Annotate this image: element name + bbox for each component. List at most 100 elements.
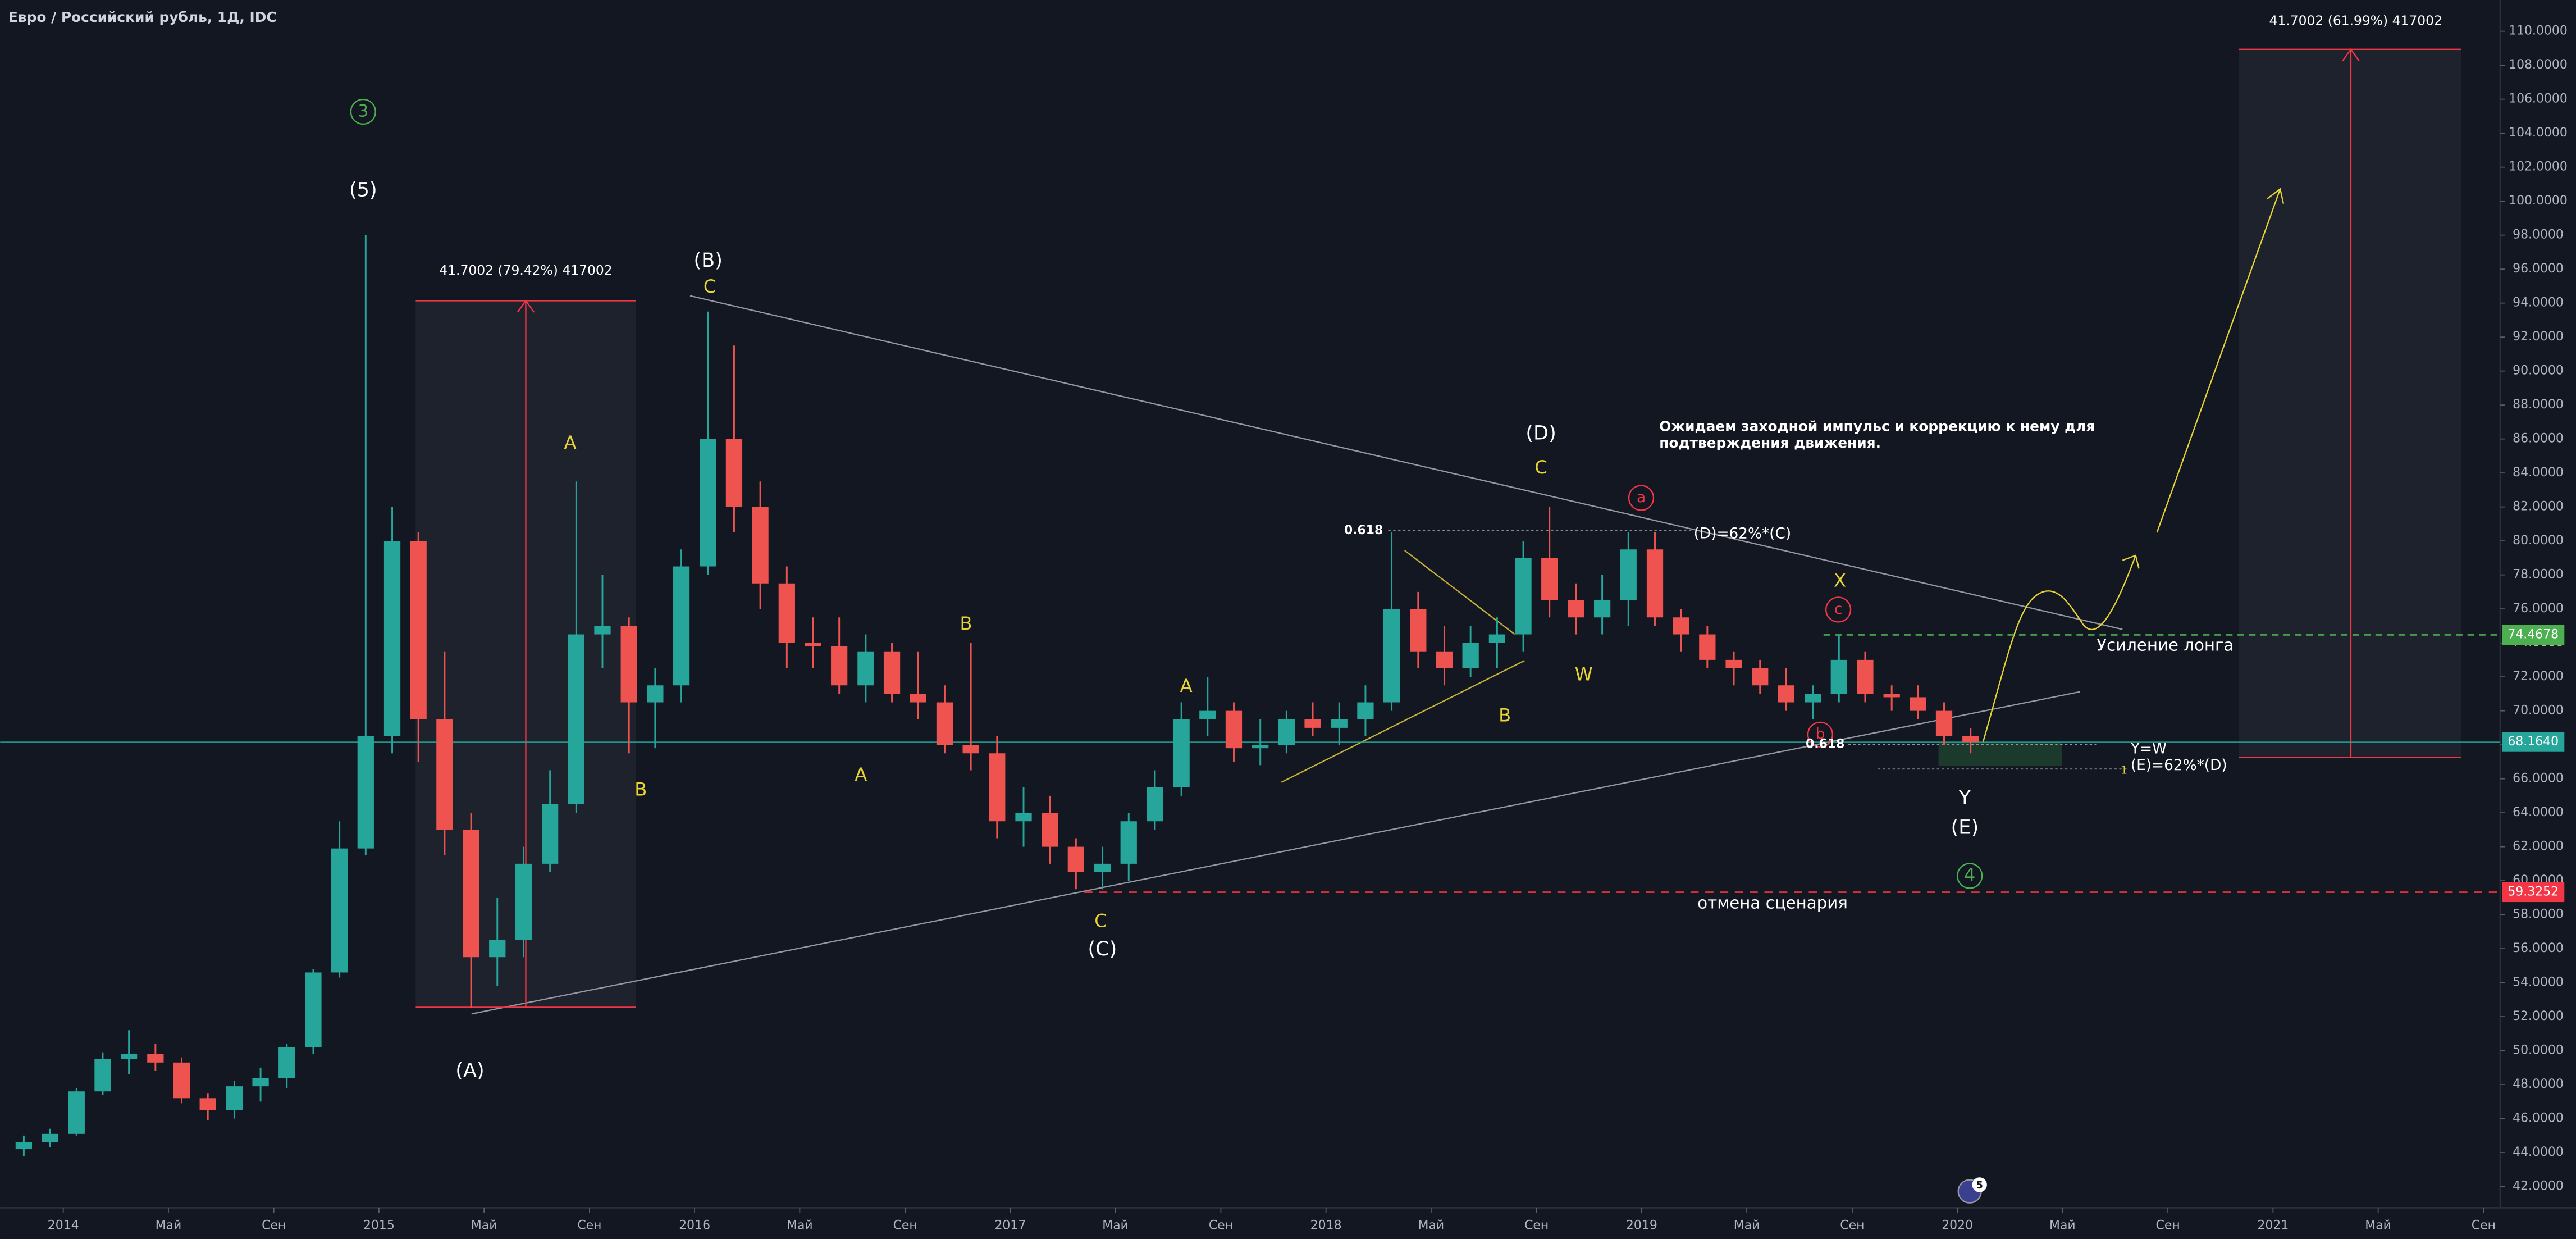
wave-label: A: [564, 432, 576, 453]
x-tick-label: Май: [1102, 1219, 1129, 1233]
candle-body: [1304, 719, 1321, 728]
candle-body: [542, 804, 559, 864]
wave-label: c: [1834, 601, 1842, 618]
candle-body: [936, 702, 953, 745]
label-circle: [1957, 863, 1983, 889]
candle-body: [1120, 821, 1137, 864]
y-tick-label: 94.0000: [2513, 296, 2564, 310]
wave-label: 4: [1964, 864, 1975, 885]
y-tick-label: 104.0000: [2509, 126, 2568, 140]
wave-label: A: [1180, 675, 1193, 696]
candle-body: [147, 1054, 164, 1063]
wave-label: B: [1499, 705, 1511, 726]
y-tick-label: 52.0000: [2513, 1009, 2564, 1023]
y-tick-label: 96.0000: [2513, 262, 2564, 276]
wave-label: (C): [1088, 937, 1117, 960]
wave-label: (B): [693, 249, 722, 272]
wave-label: (E): [1951, 816, 1979, 839]
wave-label: отмена сценария: [1697, 894, 1848, 913]
label-circle: [1825, 596, 1852, 623]
candle-body: [1699, 634, 1716, 660]
candle-body: [1910, 697, 1926, 711]
candle-body: [673, 566, 690, 686]
candle-body: [1199, 710, 1216, 719]
x-tick-label: Сен: [2156, 1219, 2180, 1233]
wave-label: W: [1575, 663, 1593, 685]
y-tick-label: 90.0000: [2513, 364, 2564, 378]
price-label: 59.3252: [2508, 885, 2559, 899]
candle-body: [1962, 736, 1979, 743]
candle-body: [305, 972, 322, 1047]
candle-body: [1410, 609, 1427, 652]
wave-label: Y=W: [2130, 741, 2167, 758]
candle-body: [962, 745, 979, 754]
candle-body: [725, 439, 743, 507]
candle-body: [15, 1142, 33, 1150]
y-tick-label: 46.0000: [2513, 1112, 2564, 1126]
wave-label: a: [1637, 489, 1646, 506]
candle-body: [1383, 609, 1400, 703]
candle-body: [1173, 719, 1190, 787]
candle-body: [42, 1133, 58, 1142]
candle-body: [436, 719, 453, 830]
wave-label: C: [1094, 910, 1107, 931]
price-label: 74.4678: [2508, 627, 2559, 641]
candle-body: [1042, 813, 1058, 847]
candle-body: [463, 830, 479, 958]
x-tick-label: 2014: [48, 1219, 79, 1233]
y-tick-label: 92.0000: [2513, 330, 2564, 344]
wave-label: Усиление лонга: [2097, 635, 2234, 654]
candle-body: [831, 646, 848, 686]
x-tick-label: 2018: [1310, 1219, 1342, 1233]
chart-title: Евро / Российский рубль, 1Д, IDC: [8, 9, 277, 25]
triangle-line: [1281, 660, 1525, 783]
candle-body: [331, 848, 348, 973]
wave-label: 1: [2121, 764, 2127, 777]
y-tick-label: 66.0000: [2513, 772, 2564, 786]
wave-label: (D)=62%*(C): [1694, 525, 1791, 542]
y-tick-label: 54.0000: [2513, 976, 2564, 990]
candle-body: [910, 694, 926, 703]
trend-line: [471, 691, 2080, 1015]
x-tick-label: Сен: [577, 1219, 601, 1233]
x-tick-label: 2016: [679, 1219, 710, 1233]
candle-body: [1857, 659, 1874, 694]
x-tick-label: Сен: [1840, 1219, 1864, 1233]
x-tick-label: 2017: [994, 1219, 1026, 1233]
candle-body: [199, 1098, 216, 1110]
candle-body: [1357, 702, 1374, 719]
candle-body: [752, 507, 769, 584]
wave-label: A: [855, 764, 867, 785]
y-tick-label: 108.0000: [2509, 58, 2568, 72]
wave-label: (5): [349, 178, 377, 201]
badge: [1972, 1177, 1987, 1192]
x-tick-label: 2021: [2257, 1219, 2289, 1233]
candle-body: [1883, 694, 1900, 698]
y-tick-label: 62.0000: [2513, 840, 2564, 854]
y-tick-label: 84.0000: [2513, 466, 2564, 480]
x-tick-label: Май: [2365, 1219, 2391, 1233]
wave-label: B: [634, 778, 647, 800]
arrow-head: [2342, 48, 2360, 61]
candle-body: [1331, 719, 1348, 728]
candle-body: [1752, 668, 1769, 686]
candle-body: [1488, 634, 1506, 643]
candle-body: [647, 685, 664, 703]
y-tick-label: 110.0000: [2509, 24, 2568, 38]
candle-body: [357, 736, 374, 849]
y-tick-label: 56.0000: [2513, 941, 2564, 955]
candle-body: [489, 940, 506, 958]
wave-label: подтверждения движения.: [1659, 435, 1881, 451]
candle-body: [68, 1091, 85, 1134]
candle-body: [1225, 710, 1243, 749]
candle-body: [1252, 745, 1269, 749]
candle-body: [805, 643, 821, 646]
candle-body: [94, 1059, 111, 1092]
price-label: 68.1640: [2508, 735, 2559, 749]
x-tick-label: Сен: [262, 1219, 286, 1233]
y-tick-label: 100.0000: [2509, 194, 2568, 208]
x-tick-label: 2019: [1626, 1219, 1657, 1233]
wave-label: 0.618: [1806, 737, 1844, 751]
